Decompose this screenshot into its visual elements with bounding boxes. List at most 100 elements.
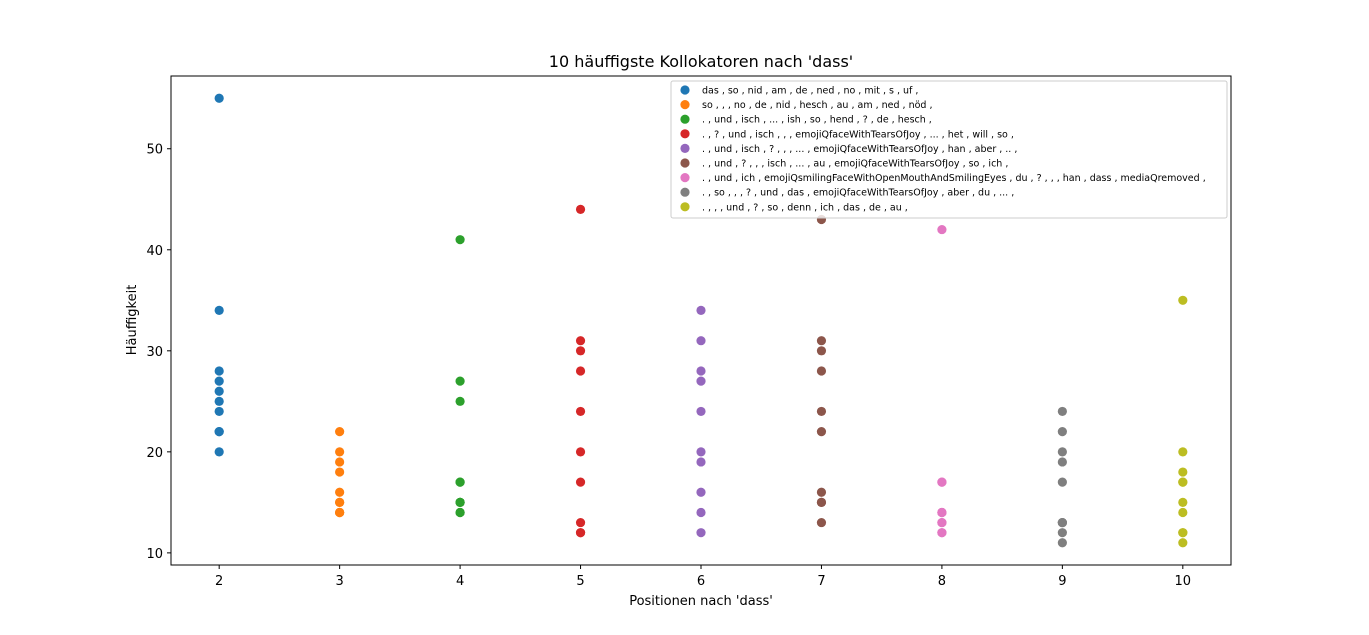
- data-point: [816, 487, 827, 497]
- legend-entry-label: . , und , isch , ... , ish , so , hend ,…: [702, 115, 932, 126]
- data-point: [696, 447, 706, 457]
- legend-marker: [680, 202, 690, 212]
- data-point: [696, 507, 706, 518]
- legend-entry-label: . , und , ? , , , isch , ... , au , emoj…: [702, 159, 1008, 170]
- data-point: [937, 507, 947, 518]
- legend-entry-label: . , so , , , ? , und , das , emojiQfaceW…: [702, 188, 1014, 199]
- data-point: [575, 517, 586, 528]
- legend-entry-label: so , , , no , de , nid , hesch , au , am…: [702, 100, 933, 111]
- data-point: [214, 406, 224, 417]
- data-point: [455, 497, 465, 507]
- data-point: [575, 346, 586, 356]
- y-axis-label: Häuffigkeit: [125, 285, 140, 356]
- data-point: [214, 93, 224, 103]
- y-tick-label: 20: [146, 446, 163, 461]
- data-point: [575, 204, 586, 214]
- data-point: [937, 528, 947, 538]
- data-point: [937, 224, 947, 235]
- data-point: [1178, 447, 1188, 457]
- data-point: [696, 406, 706, 417]
- y-tick-label: 30: [146, 345, 163, 360]
- data-point: [575, 366, 586, 376]
- x-tick-label: 8: [938, 574, 946, 589]
- legend: das , so , nid , am , de , ned , no , mi…: [670, 80, 1228, 219]
- data-point: [696, 336, 706, 346]
- data-point: [455, 376, 465, 386]
- data-point: [335, 447, 345, 457]
- data-point: [816, 366, 827, 376]
- data-point: [816, 346, 827, 356]
- data-point: [335, 467, 345, 477]
- data-point: [575, 447, 586, 457]
- legend-marker: [680, 100, 690, 110]
- data-point: [696, 457, 706, 467]
- data-point: [575, 406, 586, 417]
- data-point: [335, 427, 345, 437]
- legend-marker: [680, 158, 690, 168]
- data-point: [575, 336, 586, 346]
- legend-entry-label: . , ? , und , isch , , , emojiQfaceWithT…: [702, 129, 1014, 140]
- data-point: [816, 336, 827, 346]
- x-tick-label: 10: [1175, 574, 1192, 589]
- x-tick-label: 9: [1058, 574, 1066, 589]
- x-tick-label: 7: [817, 574, 825, 589]
- legend-entry-label: . , und , ich , emojiQsmilingFaceWithOpe…: [702, 173, 1206, 184]
- legend-marker: [680, 143, 690, 153]
- data-point: [455, 477, 465, 487]
- data-point: [575, 528, 586, 538]
- data-point: [1057, 538, 1067, 548]
- data-point: [214, 305, 224, 315]
- data-point: [1057, 457, 1067, 467]
- legend-marker: [680, 173, 690, 183]
- data-point: [1178, 538, 1188, 548]
- data-point: [937, 517, 947, 528]
- data-point: [816, 406, 827, 417]
- legend-marker: [680, 114, 690, 124]
- data-point: [335, 487, 345, 497]
- data-point: [1057, 477, 1067, 487]
- data-point: [1178, 528, 1188, 538]
- data-point: [335, 457, 345, 467]
- data-point: [696, 366, 706, 376]
- data-point: [816, 497, 827, 507]
- data-point: [335, 507, 345, 518]
- data-point: [816, 517, 827, 528]
- data-point: [696, 528, 706, 538]
- x-axis-label: Positionen nach 'dass': [629, 594, 773, 609]
- data-point: [696, 487, 706, 497]
- data-point: [214, 366, 224, 376]
- data-point: [214, 396, 224, 406]
- data-point: [455, 396, 465, 406]
- data-point: [335, 497, 345, 507]
- data-point: [1057, 517, 1067, 528]
- data-point: [696, 376, 706, 386]
- data-point: [1057, 406, 1067, 417]
- data-point: [214, 427, 224, 437]
- legend-entry-label: das , so , nid , am , de , ned , no , mi…: [702, 86, 918, 97]
- chart-title: 10 häuffigste Kollokatoren nach 'dass': [549, 52, 853, 71]
- axis-ticks: 2 3 4 5 6 7 8 9 10 10 20 30 40 50: [146, 143, 1191, 589]
- data-point: [214, 447, 224, 457]
- data-point: [1178, 467, 1188, 477]
- data-point: [937, 477, 947, 487]
- data-point: [214, 386, 224, 396]
- data-point: [214, 376, 224, 386]
- data-point: [455, 507, 465, 518]
- data-points: [214, 93, 1188, 548]
- data-point: [1178, 497, 1188, 507]
- data-point: [1178, 295, 1188, 305]
- data-point: [1178, 507, 1188, 518]
- y-tick-label: 50: [146, 143, 163, 158]
- data-point: [1178, 477, 1188, 487]
- legend-entry-label: . , , , und , ? , so , denn , ich , das …: [702, 202, 908, 213]
- data-point: [575, 477, 586, 487]
- x-tick-label: 2: [215, 574, 223, 589]
- data-point: [1057, 528, 1067, 538]
- x-tick-label: 3: [335, 574, 343, 589]
- data-point: [816, 427, 827, 437]
- legend-marker: [680, 187, 690, 197]
- x-tick-label: 5: [576, 574, 584, 589]
- data-point: [1057, 447, 1067, 457]
- data-point: [1057, 427, 1067, 437]
